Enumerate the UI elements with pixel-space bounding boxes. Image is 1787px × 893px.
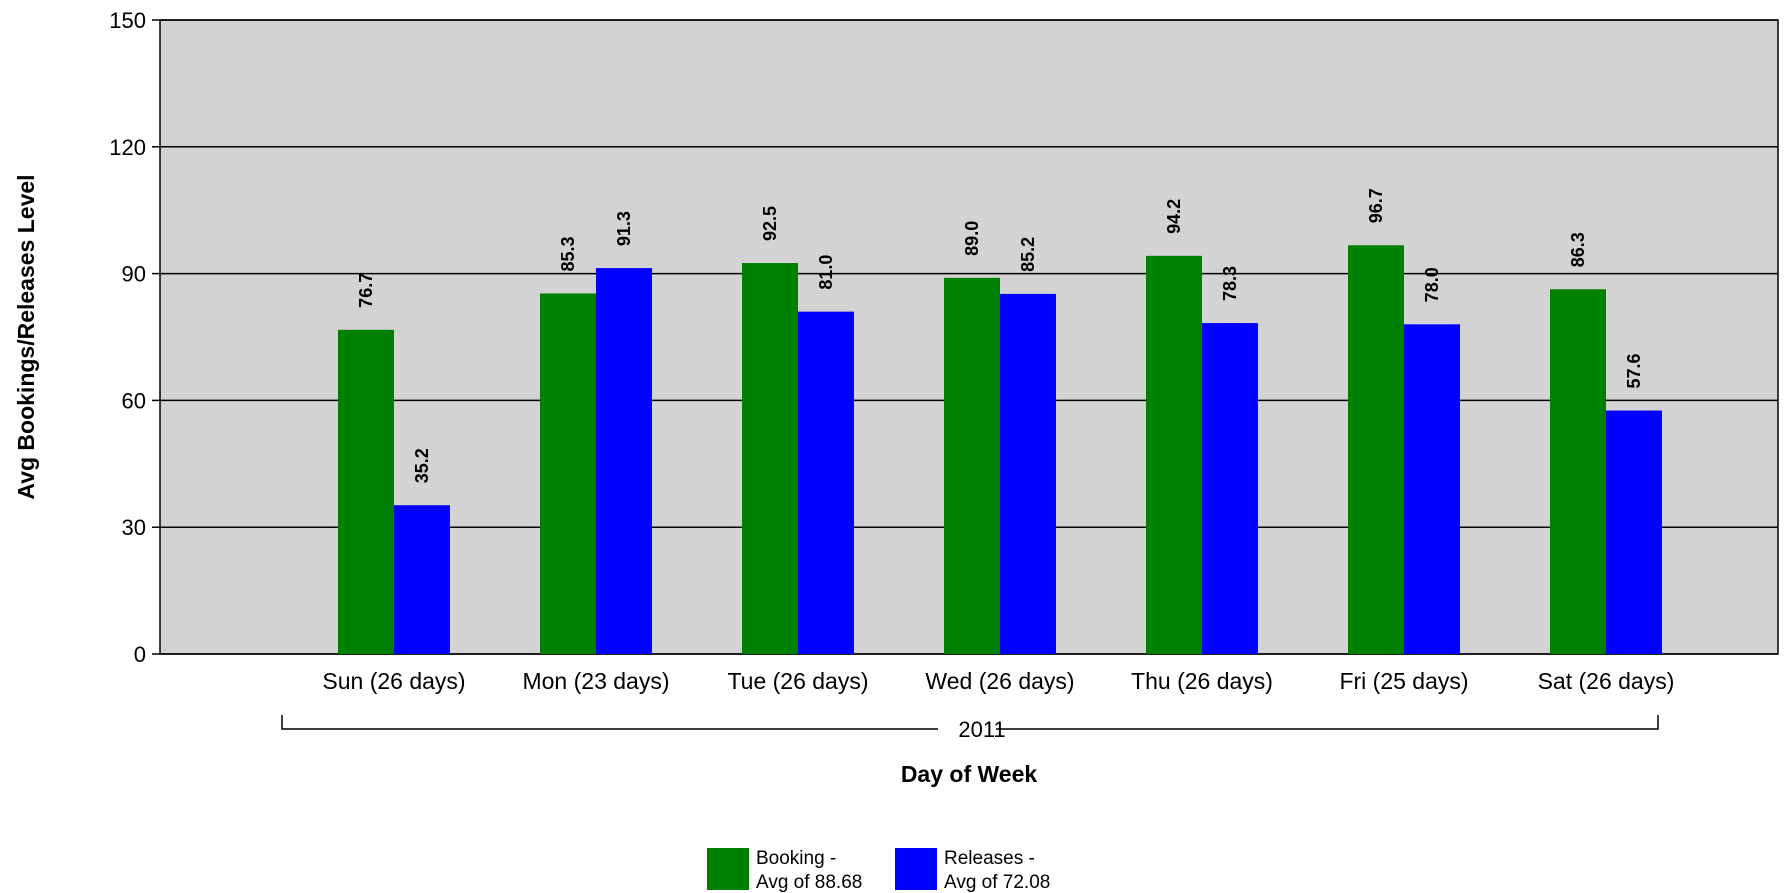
bar-booking [1348,245,1404,655]
x-axis-labels: Sun (26 days) Mon (23 days) Tue (26 days) W… [322,668,1674,694]
legend-average: Avg of 72.08 [944,872,1050,893]
x-tick-label: Sat (26 days) [1538,668,1675,694]
bar-value-label: 57.6 [1624,353,1644,388]
legend-swatch-releases [895,848,937,890]
y-axis-title: Avg Bookings/Releases Level [13,174,39,499]
bar-booking [1550,289,1606,654]
y-tick-label: 30 [122,515,146,540]
legend: Booking - Avg of 88.68 Releases - Avg of 72… [707,848,1050,893]
legend-label: Booking - [756,848,836,869]
year-bracket: 2011 [281,715,1659,742]
bar-value-label: 78.3 [1220,266,1240,301]
y-tick-label: 150 [109,8,146,33]
bar-value-label: 91.3 [614,211,634,246]
bar-value-label: 89.0 [962,221,982,256]
x-tick-label: Sun (26 days) [322,668,465,694]
y-tick-label: 60 [122,388,146,413]
bar-value-label: 35.2 [412,448,432,483]
bar-value-label: 85.3 [558,236,578,271]
y-tick-label: 90 [122,262,146,287]
bar-value-label: 78.0 [1422,267,1442,302]
bar-releases [1000,293,1056,654]
bracket-line-right [996,715,1659,730]
bar-releases [1606,410,1662,654]
bar-value-label: 76.7 [356,273,376,308]
x-tick-label: Fri (25 days) [1339,668,1468,694]
bar-releases [1404,324,1460,654]
y-axis-ticks: 0 30 60 90 120 150 [109,8,160,667]
bar-value-label: 86.3 [1568,232,1588,267]
bar-releases [1202,323,1258,654]
bar-booking [944,277,1000,654]
bar-releases [798,311,854,654]
bars-layer [338,245,1662,655]
bar-booking [338,329,394,654]
bar-releases [596,268,652,654]
bracket-line-left [281,715,938,730]
legend-average: Avg of 88.68 [756,872,862,893]
bar-value-label: 81.0 [816,255,836,290]
y-tick-label: 120 [109,135,146,160]
x-axis-title: Day of Week [901,761,1038,787]
bar-value-label: 85.2 [1018,237,1038,272]
bar-releases [394,505,450,654]
bar-booking [1146,255,1202,654]
x-tick-label: Mon (23 days) [522,668,669,694]
bar-value-label: 94.2 [1164,199,1184,234]
bar-booking [742,263,798,654]
bar-booking [540,293,596,654]
x-tick-label: Tue (26 days) [727,668,868,694]
x-tick-label: Wed (26 days) [925,668,1074,694]
y-tick-label: 0 [134,642,146,667]
x-tick-label: Thu (26 days) [1131,668,1273,694]
bar-value-label: 96.7 [1366,188,1386,223]
legend-label: Releases - [944,848,1035,869]
legend-swatch-booking [707,848,749,890]
bar-value-label: 92.5 [760,206,780,241]
value-labels: 76.7 35.2 85.3 91.3 92.5 81.0 89.0 85.2 94.2 78.3… [356,188,1644,483]
